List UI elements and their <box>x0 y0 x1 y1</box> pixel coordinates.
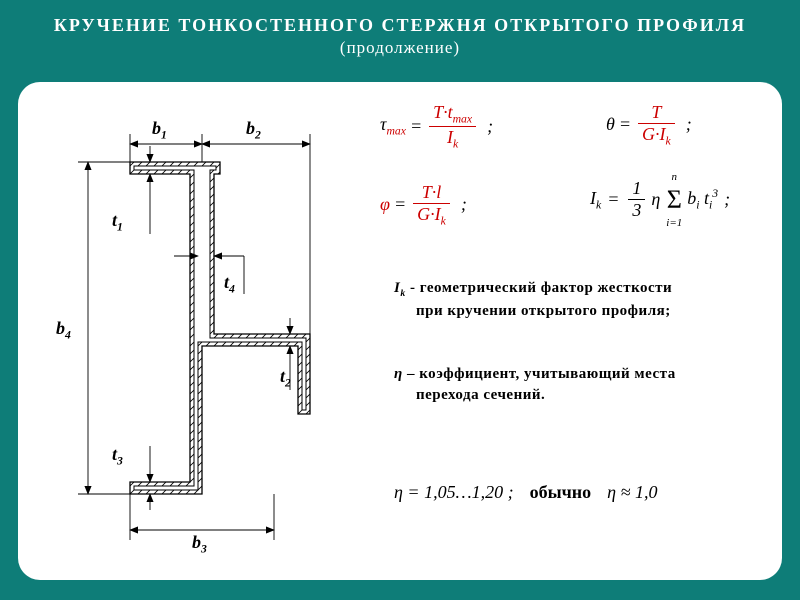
eta-approx: η ≈ 1,0 <box>607 482 657 503</box>
tau-fraction: T·tmax Ik <box>429 102 476 150</box>
eta-usually: обычно <box>530 482 592 503</box>
eta-range-values: η = 1,05…1,20 ; <box>394 482 514 503</box>
eta-range: η = 1,05…1,20 ; обычно η ≈ 1,0 <box>394 482 657 503</box>
diagram-svg <box>34 94 364 564</box>
formula-phi: φ = T·l G·Ik ; <box>380 182 467 228</box>
desc-ik-line1: - геометрический фактор жесткости <box>410 280 672 296</box>
subtitle-text: (продолжение) <box>54 37 746 59</box>
formula-theta: θ = T G·Ik ; <box>606 102 692 148</box>
content-panel: b1 b2 b3 b4 t1 t2 t3 t4 <box>18 82 782 580</box>
label-b4: b4 <box>56 318 71 342</box>
desc-eta: η – коэффициент, учитывающий места перех… <box>394 364 676 406</box>
formulas-area: τmax = T·tmax Ik ; θ = T G·Ik ; <box>374 96 772 566</box>
label-b3: b3 <box>192 532 207 556</box>
slide-title: КРУЧЕНИЕ ТОНКОСТЕННОГО СТЕРЖНЯ ОТКРЫТОГО… <box>54 0 746 59</box>
desc-ik: Ik - геометрический фактор жесткости при… <box>394 278 672 322</box>
summation: n Σ i=1 <box>663 185 685 215</box>
label-t4: t4 <box>224 272 235 296</box>
one-third: 1 3 <box>628 178 645 221</box>
desc-eta-line1: – коэффициент, учитывающий места <box>407 366 676 382</box>
desc-ik-line2: при кручении открытого профиля; <box>416 301 671 322</box>
formula-ik: Ik = 1 3 η n Σ i=1 bi ti3 ; <box>590 178 730 221</box>
formula-tau: τmax = T·tmax Ik ; <box>380 102 493 150</box>
label-b1: b1 <box>152 118 167 142</box>
desc-eta-line2: перехода сечений. <box>416 385 545 406</box>
title-text: КРУЧЕНИЕ ТОНКОСТЕННОГО СТЕРЖНЯ ОТКРЫТОГО… <box>54 15 746 35</box>
slide-frame: КРУЧЕНИЕ ТОНКОСТЕННОГО СТЕРЖНЯ ОТКРЫТОГО… <box>0 0 800 600</box>
cross-section-diagram: b1 b2 b3 b4 t1 t2 t3 t4 <box>34 94 364 564</box>
theta-fraction: T G·Ik <box>638 102 675 148</box>
label-t2: t2 <box>280 366 291 390</box>
label-t1: t1 <box>112 210 123 234</box>
label-t3: t3 <box>112 444 123 468</box>
phi-fraction: T·l G·Ik <box>413 182 450 228</box>
label-b2: b2 <box>246 118 261 142</box>
